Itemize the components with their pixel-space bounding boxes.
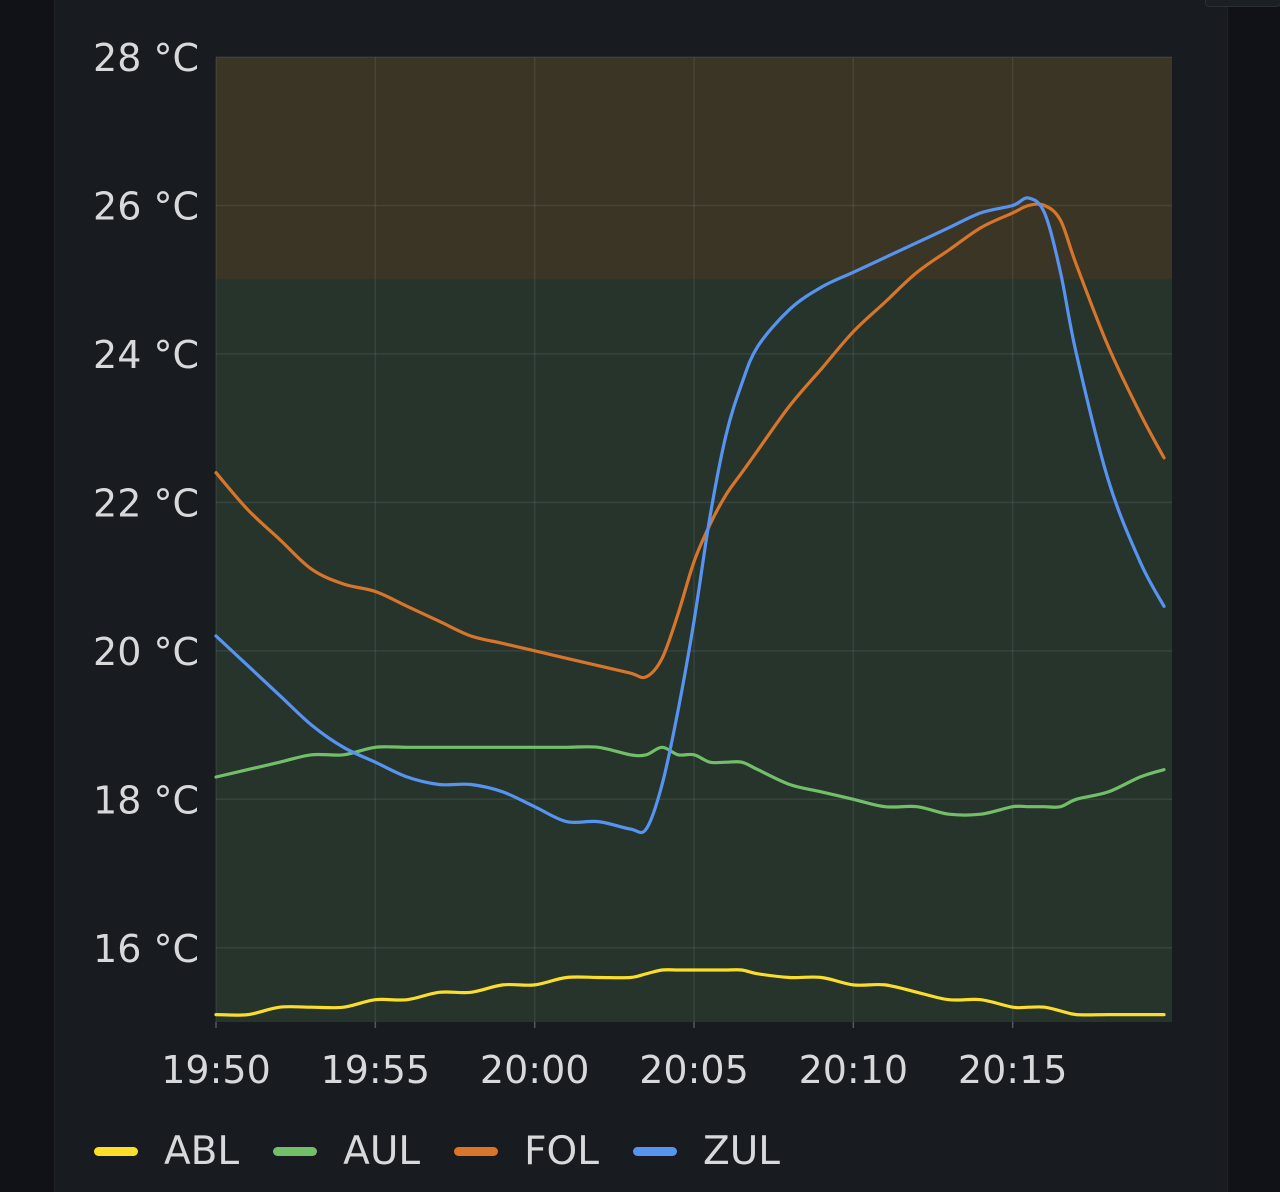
x-tick-label: 20:15 xyxy=(958,1048,1068,1092)
legend-swatch xyxy=(273,1146,318,1156)
legend-swatch xyxy=(632,1146,677,1156)
legend-item-aul[interactable]: AUL xyxy=(273,1129,420,1174)
y-axis: 16 °C 18 °C 20 °C 22 °C 24 °C 26 °C 28 °C xyxy=(93,36,199,971)
legend-swatch xyxy=(454,1146,499,1156)
series-lines xyxy=(214,196,1166,1017)
threshold-band-1 xyxy=(216,57,1172,280)
legend-label: ZUL xyxy=(702,1128,780,1174)
x-tick-label: 20:05 xyxy=(639,1048,749,1092)
y-tick-label: 24 °C xyxy=(93,333,199,377)
series-line-fol[interactable] xyxy=(214,202,1166,680)
legend-item-fol[interactable]: FOL xyxy=(454,1129,599,1174)
x-tick-label: 19:50 xyxy=(161,1048,271,1092)
panel-corner-tab[interactable] xyxy=(1205,0,1280,7)
series-line-zul[interactable] xyxy=(214,196,1166,835)
y-tick-label: 22 °C xyxy=(93,481,199,525)
y-tick-label: 16 °C xyxy=(93,927,199,971)
y-tick-label: 26 °C xyxy=(93,184,199,228)
legend: ABL AUL FOL ZUL xyxy=(94,1128,780,1174)
legend-item-abl[interactable]: ABL xyxy=(94,1129,239,1174)
threshold-bands xyxy=(216,57,1172,1022)
legend-item-zul[interactable]: ZUL xyxy=(632,1128,780,1174)
series-line-abl[interactable] xyxy=(214,968,1166,1017)
series-line-aul[interactable] xyxy=(214,745,1166,817)
legend-label: ABL xyxy=(164,1128,240,1174)
y-tick-label: 20 °C xyxy=(93,630,199,674)
line-chart: 16 °C 18 °C 20 °C 22 °C 24 °C 26 °C 28 °C 19:5… xyxy=(93,36,1172,1092)
x-tick-label: 20:10 xyxy=(799,1048,909,1092)
legend-label: FOL xyxy=(524,1128,599,1174)
y-tick-label: 28 °C xyxy=(93,36,199,80)
threshold-band-0 xyxy=(216,279,1172,1022)
x-axis: 19:50 19:55 20:00 20:05 20:10 20:15 xyxy=(161,1022,1067,1092)
x-tick-label: 20:00 xyxy=(480,1048,590,1092)
legend-swatch xyxy=(94,1146,138,1156)
y-tick-label: 18 °C xyxy=(93,778,199,822)
legend-label: AUL xyxy=(343,1128,421,1174)
x-tick-label: 19:55 xyxy=(321,1048,431,1092)
